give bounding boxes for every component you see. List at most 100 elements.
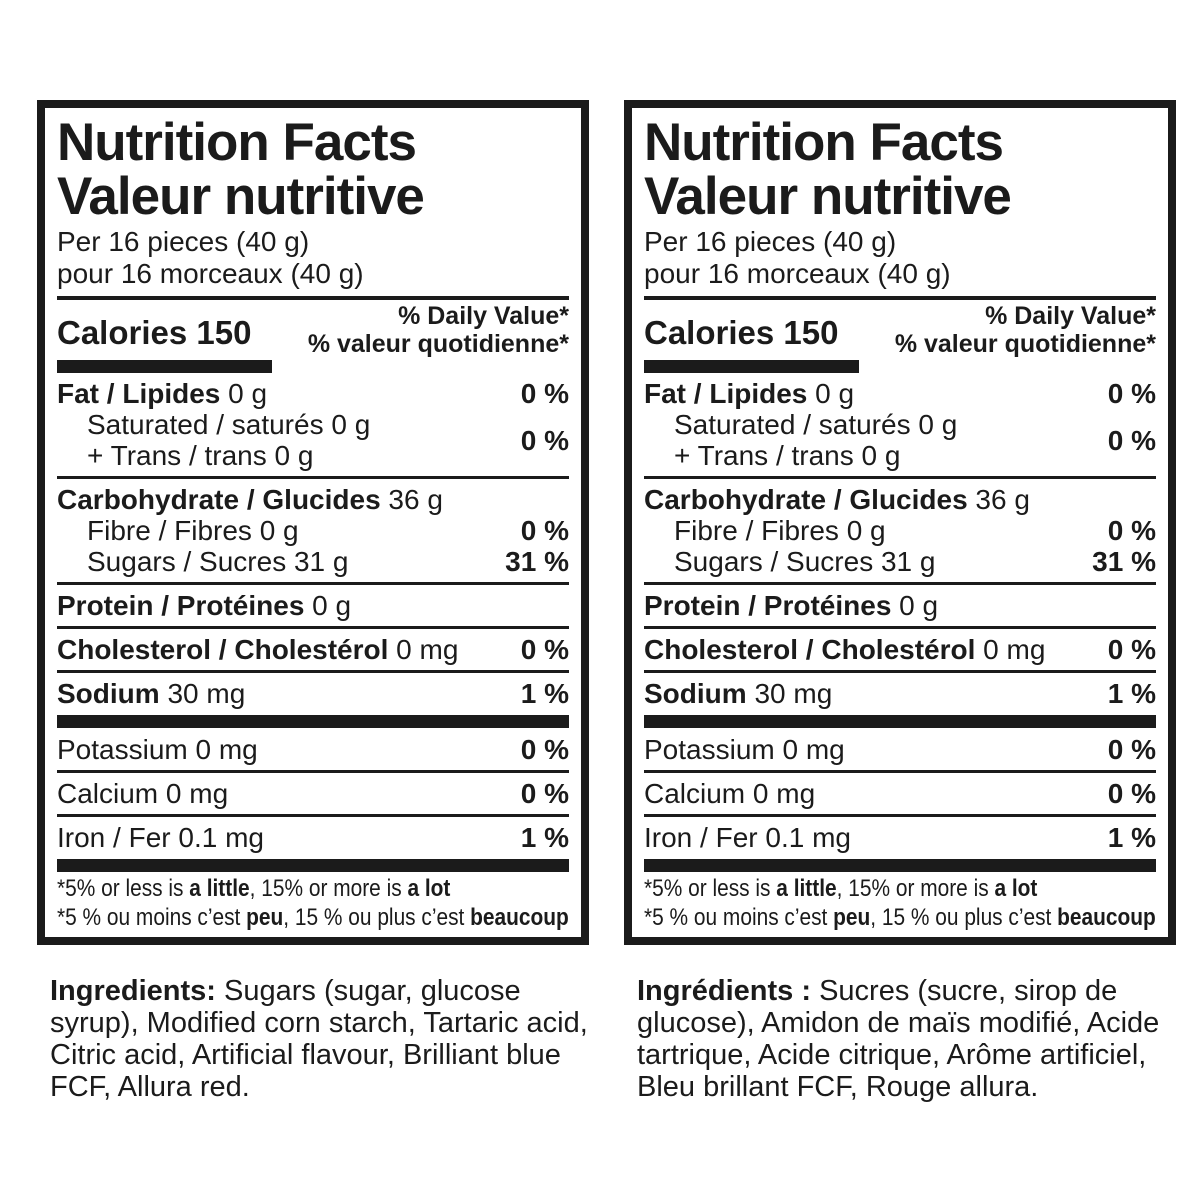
- fat-percent: 0 %: [520, 378, 569, 409]
- title-french: Valeur nutritive: [57, 167, 425, 226]
- row-fibre: Fibre / Fibres 0 g 0 %: [87, 515, 569, 546]
- cholesterol-percent: 0 %: [520, 634, 569, 665]
- thick-separator: [644, 859, 1156, 872]
- calories-underline-bar: [644, 360, 859, 373]
- row-cholesterol: Cholesterol / Cholestérol 0 mg 0 %: [57, 634, 569, 665]
- fibre-percent: 0 %: [1107, 515, 1156, 546]
- calories-value: Calories 150: [644, 314, 839, 351]
- ingredients-french: Ingrédients : Sucres (sucre, sirop de gl…: [637, 975, 1177, 1103]
- nutrition-facts-panel-right: Nutrition Facts Valeur nutritive Per 16 …: [624, 100, 1176, 945]
- serving-english: Per 16 pieces (40 g): [57, 226, 310, 257]
- row-potassium: Potassium 0 mg 0 %: [644, 734, 1156, 765]
- iron-percent: 1 %: [520, 822, 569, 853]
- row-fibre: Fibre / Fibres 0 g 0 %: [674, 515, 1156, 546]
- row-sodium: Sodium 30 mg 1 %: [57, 678, 569, 709]
- separator: [57, 814, 569, 817]
- serving-size: Per 16 pieces (40 g) pour 16 morceaux (4…: [644, 226, 1156, 290]
- row-calcium: Calcium 0 mg 0 %: [57, 778, 569, 809]
- ingredients-text-english: Sugars (sugar, glucose syrup), Modified …: [50, 975, 588, 1103]
- title-french: Valeur nutritive: [644, 167, 1012, 226]
- thick-separator: [57, 715, 569, 728]
- trans-line: + Trans / trans 0 g: [674, 440, 901, 471]
- footnote: *5% or less is a little, 15% or more is …: [57, 873, 569, 932]
- right-column: Nutrition Facts Valeur nutritive Per 16 …: [624, 100, 1176, 1103]
- footnote-english: *5% or less is a little, 15% or more is …: [57, 875, 451, 902]
- potassium-percent: 0 %: [520, 734, 569, 765]
- calcium-percent: 0 %: [1107, 778, 1156, 809]
- row-sodium: Sodium 30 mg 1 %: [644, 678, 1156, 709]
- separator: [57, 582, 569, 585]
- serving-french: pour 16 morceaux (40 g): [57, 258, 364, 289]
- row-potassium: Potassium 0 mg 0 %: [57, 734, 569, 765]
- footnote-english: *5% or less is a little, 15% or more is …: [644, 875, 1038, 902]
- carbohydrate-group: Carbohydrate / Glucides 36 g Fibre / Fib…: [644, 479, 1156, 582]
- labels-container: Nutrition Facts Valeur nutritive Per 16 …: [37, 100, 1176, 1103]
- calories-header-row: Calories 150 % Daily Value* % valeur quo…: [644, 300, 1156, 358]
- row-calcium: Calcium 0 mg 0 %: [644, 778, 1156, 809]
- rule-below-serving: [644, 296, 1156, 300]
- calories-value: Calories 150: [57, 314, 252, 351]
- ingredients-label-english: Ingredients:: [50, 975, 216, 1007]
- footnote-french: *5 % ou moins c’est peu, 15 % ou plus c’…: [57, 904, 569, 931]
- row-iron: Iron / Fer 0.1 mg 1 %: [57, 822, 569, 853]
- fat-group: Fat / Lipides 0 g 0 % Saturated / saturé…: [644, 373, 1156, 476]
- footnote-french: *5 % ou moins c’est peu, 15 % ou plus c’…: [644, 904, 1156, 931]
- title-english: Nutrition Facts: [57, 113, 417, 172]
- row-iron: Iron / Fer 0.1 mg 1 %: [644, 822, 1156, 853]
- daily-value-english: % Daily Value*: [985, 302, 1156, 330]
- separator: [644, 814, 1156, 817]
- daily-value-french: % valeur quotidienne*: [894, 330, 1156, 358]
- fat-percent: 0 %: [1107, 378, 1156, 409]
- daily-value-header: % Daily Value* % valeur quotidienne*: [895, 300, 1156, 358]
- left-column: Nutrition Facts Valeur nutritive Per 16 …: [37, 100, 589, 1103]
- panel-title: Nutrition Facts Valeur nutritive: [57, 116, 569, 224]
- separator: [644, 770, 1156, 773]
- row-cholesterol: Cholesterol / Cholestérol 0 mg 0 %: [644, 634, 1156, 665]
- separator: [57, 670, 569, 673]
- row-carbohydrate: Carbohydrate / Glucides 36 g: [57, 484, 443, 515]
- calories-header-row: Calories 150 % Daily Value* % valeur quo…: [57, 300, 569, 358]
- daily-value-french: % valeur quotidienne*: [307, 330, 569, 358]
- fibre-percent: 0 %: [520, 515, 569, 546]
- carbohydrate-group: Carbohydrate / Glucides 36 g Fibre / Fib…: [57, 479, 569, 582]
- saturated-line: Saturated / saturés 0 g: [87, 409, 371, 440]
- calories-underline-bar: [57, 360, 272, 373]
- potassium-percent: 0 %: [1107, 734, 1156, 765]
- daily-value-header: % Daily Value* % valeur quotidienne*: [308, 300, 569, 358]
- ingredients-label-french: Ingrédients :: [637, 975, 812, 1007]
- sodium-percent: 1 %: [1107, 678, 1156, 709]
- daily-value-english: % Daily Value*: [398, 302, 569, 330]
- fat-group: Fat / Lipides 0 g 0 % Saturated / saturé…: [57, 373, 569, 476]
- serving-size: Per 16 pieces (40 g) pour 16 morceaux (4…: [57, 226, 569, 290]
- row-carbohydrate: Carbohydrate / Glucides 36 g: [644, 484, 1030, 515]
- calcium-percent: 0 %: [520, 778, 569, 809]
- thick-separator: [644, 715, 1156, 728]
- serving-french: pour 16 morceaux (40 g): [644, 258, 951, 289]
- separator: [57, 476, 569, 479]
- row-protein: Protein / Protéines 0 g: [644, 590, 939, 621]
- row-sugars: Sugars / Sucres 31 g 31 %: [674, 546, 1156, 577]
- iron-percent: 1 %: [1107, 822, 1156, 853]
- row-saturated-trans: Saturated / saturés 0 g + Trans / trans …: [57, 409, 569, 471]
- saturated-trans-percent: 0 %: [1107, 424, 1156, 456]
- trans-line: + Trans / trans 0 g: [87, 440, 314, 471]
- ingredients-text-french: Sucres (sucre, sirop de glucose), Amidon…: [637, 975, 1160, 1103]
- saturated-line: Saturated / saturés 0 g: [674, 409, 958, 440]
- sugars-percent: 31 %: [1092, 546, 1156, 577]
- cholesterol-percent: 0 %: [1107, 634, 1156, 665]
- ingredients-english: Ingredients: Sugars (sugar, glucose syru…: [50, 975, 590, 1103]
- sodium-percent: 1 %: [520, 678, 569, 709]
- saturated-trans-percent: 0 %: [520, 424, 569, 456]
- sugars-percent: 31 %: [505, 546, 569, 577]
- row-fat: Fat / Lipides 0 g 0 %: [644, 378, 1156, 409]
- row-sugars: Sugars / Sucres 31 g 31 %: [87, 546, 569, 577]
- nutrition-facts-panel-left: Nutrition Facts Valeur nutritive Per 16 …: [37, 100, 589, 945]
- row-fat: Fat / Lipides 0 g 0 %: [57, 378, 569, 409]
- separator: [57, 626, 569, 629]
- serving-english: Per 16 pieces (40 g): [644, 226, 897, 257]
- panel-title: Nutrition Facts Valeur nutritive: [644, 116, 1156, 224]
- separator: [644, 582, 1156, 585]
- separator: [644, 626, 1156, 629]
- footnote: *5% or less is a little, 15% or more is …: [644, 873, 1156, 932]
- separator: [57, 770, 569, 773]
